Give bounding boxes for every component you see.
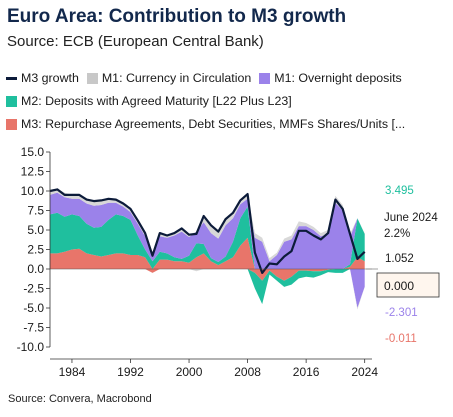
legend-label-overnight: M1: Overnight deposits: [274, 71, 402, 85]
legend-item-currency[interactable]: M1: Currency in Circulation: [86, 67, 252, 90]
y-tick-label: 10.0: [21, 184, 45, 198]
label-repo-value: -0.011: [385, 333, 417, 345]
legend-swatch-currency: [86, 73, 98, 84]
x-tick-label: 1992: [117, 365, 144, 379]
legend-swatch-repo: [6, 119, 17, 130]
y-tick-label: 7.5: [27, 204, 44, 218]
label-overnight-value: -2.301: [385, 307, 418, 319]
y-tick-label: -10.0: [17, 340, 45, 354]
area-agreed-negative: [50, 269, 365, 305]
legend-swatch-m3: [6, 77, 17, 80]
legend-row-3: M3: Repurchase Agreements, Debt Securiti…: [6, 113, 451, 136]
legend-label-repo: M3: Repurchase Agreements, Debt Securiti…: [21, 117, 406, 131]
y-tick-label: 0.0: [27, 262, 44, 276]
zero-box: [376, 272, 440, 298]
x-tick-label: 2008: [234, 365, 261, 379]
area-repo-negative: [50, 269, 365, 281]
label-currency-value: 1.052: [385, 253, 414, 265]
label-agreed-value: 3.495: [385, 185, 414, 197]
x-tick-label: 2016: [293, 365, 320, 379]
page-subtitle: Source: ECB (European Central Bank): [7, 33, 264, 50]
legend-row-1: M3 growth M1: Currency in Circulation M1…: [6, 67, 451, 90]
y-tick-label: -7.5: [23, 321, 44, 335]
chart-legend: M3 growth M1: Currency in Circulation M1…: [6, 67, 451, 136]
x-tick-label: 1984: [59, 365, 86, 379]
y-tick-label: 15.0: [21, 145, 45, 159]
legend-item-agreed[interactable]: M2: Deposits with Agreed Maturity [L22 P…: [6, 90, 292, 113]
label-zero-box: 0.000: [384, 279, 414, 293]
legend-swatch-overnight: [259, 73, 271, 84]
page-title: Euro Area: Contribution to M3 growth: [7, 6, 347, 27]
x-tick-label: 2024: [351, 365, 378, 379]
legend-label-agreed: M2: Deposits with Agreed Maturity [L22 P…: [21, 94, 292, 108]
legend-item-repo[interactable]: M3: Repurchase Agreements, Debt Securiti…: [6, 113, 405, 136]
y-tick-label: 5.0: [27, 223, 44, 237]
y-tick-label: -5.0: [23, 301, 44, 315]
y-tick-label: 12.5: [21, 165, 45, 179]
legend-row-2: M2: Deposits with Agreed Maturity [L22 P…: [6, 90, 451, 113]
area-repo-positive: [50, 237, 365, 269]
label-m3-value: 2.2%: [384, 228, 410, 240]
legend-swatch-agreed: [6, 96, 17, 107]
label-date: June 2024: [384, 212, 438, 224]
legend-item-overnight[interactable]: M1: Overnight deposits: [259, 67, 402, 90]
y-tick-label: -2.5: [23, 282, 44, 296]
legend-label-currency: M1: Currency in Circulation: [101, 71, 252, 85]
area-currency-positive: [50, 188, 365, 262]
source-note: Source: Convera, Macrobond: [8, 393, 152, 405]
area-overnight-positive: [50, 192, 365, 269]
line-m3-growth: [49, 188, 366, 274]
legend-label-m3: M3 growth: [21, 71, 79, 85]
legend-item-m3[interactable]: M3 growth: [6, 67, 79, 90]
y-tick-label: 2.5: [27, 243, 44, 257]
x-tick-label: 2000: [176, 365, 203, 379]
area-agreed-positive: [50, 206, 365, 269]
